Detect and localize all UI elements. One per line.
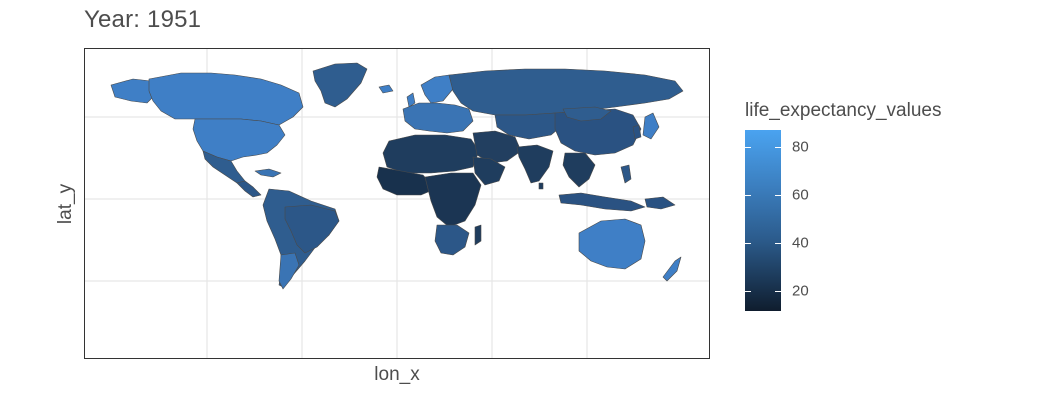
- country-new-zealand: [662, 256, 682, 282]
- country-mongolia: [562, 106, 612, 122]
- country-india: [516, 144, 554, 184]
- region-middle-east: [472, 130, 522, 164]
- legend-tick-mark: [775, 291, 781, 292]
- chart-title: Year: 1951: [84, 6, 202, 33]
- legend-tick-mark: [775, 147, 781, 148]
- legend-tick-label: 20: [792, 282, 809, 300]
- legend-colorbar: [745, 130, 781, 311]
- country-iceland: [378, 84, 394, 94]
- legend-tick-mark: [745, 291, 751, 292]
- legend-tick-mark: [745, 147, 751, 148]
- region-southern-africa: [434, 224, 470, 256]
- legend-tick-mark: [745, 243, 751, 244]
- legend-tick-label: 80: [792, 138, 809, 156]
- region-north-africa: [382, 134, 480, 174]
- country-philippines: [620, 164, 632, 184]
- region-caribbean: [254, 168, 282, 178]
- region-southeast-asia: [562, 152, 596, 188]
- country-greenland: [312, 62, 368, 108]
- country-sri-lanka: [538, 182, 544, 190]
- country-china: [554, 108, 642, 156]
- country-australia: [578, 218, 646, 270]
- country-madagascar: [474, 224, 482, 246]
- legend-tick-label: 40: [792, 234, 809, 252]
- world-map: [85, 49, 709, 358]
- country-korea: [632, 124, 642, 140]
- country-argentina: [278, 252, 300, 290]
- region-europe: [402, 102, 474, 134]
- map-panel: [84, 48, 710, 359]
- region-arabia: [472, 156, 506, 186]
- region-central-africa: [424, 172, 482, 228]
- region-west-africa: [376, 166, 436, 196]
- x-axis-label: lon_x: [374, 364, 420, 385]
- country-brazil: [284, 204, 340, 254]
- region-scandinavia: [420, 74, 454, 104]
- region-central-america: [236, 180, 262, 198]
- y-axis-label: lat_y: [55, 183, 76, 225]
- country-russia: [448, 68, 684, 116]
- country-indonesia: [558, 192, 646, 212]
- country-png: [644, 196, 676, 210]
- legend-title: life_expectancy_values: [745, 100, 942, 121]
- legend-tick-mark: [775, 243, 781, 244]
- legend-tick-mark: [745, 195, 751, 196]
- legend-tick-mark: [775, 195, 781, 196]
- countries: [110, 62, 684, 290]
- country-usa: [192, 118, 286, 162]
- country-japan: [642, 112, 660, 140]
- country-uk: [406, 92, 416, 108]
- region-central-asia: [494, 112, 564, 140]
- legend-tick-label: 60: [792, 186, 809, 204]
- country-canada: [148, 72, 304, 126]
